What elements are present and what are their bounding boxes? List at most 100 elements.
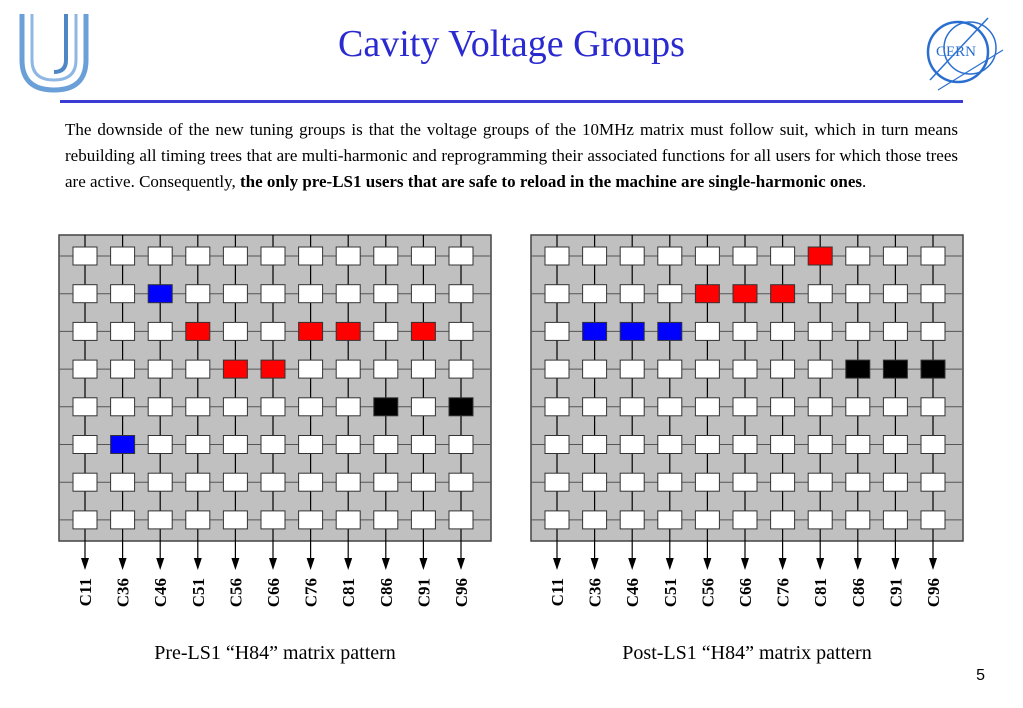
post-ls1-cell-white [544,472,570,492]
pre-ls1-cell-white [373,284,399,304]
post-ls1-cell-white [807,472,833,492]
pre-ls1-cell-white [410,397,436,417]
post-ls1-cell-white [619,435,645,454]
post-ls1-cell-black [845,359,871,379]
post-ls1-cell-white [657,246,683,266]
pre-ls1-cell-white [448,284,474,304]
post-ls1-column-arrow [741,558,749,570]
pre-ls1-cell-white [373,246,399,266]
pre-ls1-cell-white [72,321,98,341]
pre-ls1-cell-white [222,510,248,530]
pre-ls1-cell-white [335,435,361,454]
pre-ls1-cell-white [448,510,474,530]
post-ls1-cell-white [732,397,758,417]
pre-ls1-column-label: C86 [377,578,396,607]
post-ls1-cell-white [807,321,833,341]
pre-ls1-cell-red [410,321,436,341]
post-ls1-cell-white [770,246,796,266]
pre-ls1-cell-white [147,435,173,454]
pre-ls1-column-label: C91 [414,578,433,607]
pre-ls1-cell-white [147,321,173,341]
post-ls1-cell-white [882,435,908,454]
pre-ls1-cell-white [298,397,324,417]
post-ls1-cell-white [694,397,720,417]
pre-ls1-cell-white [335,246,361,266]
post-ls1-cell-white [619,359,645,379]
post-ls1-cell-white [732,510,758,530]
post-ls1-cell-white [619,246,645,266]
post-ls1-cell-white [920,397,946,417]
pre-ls1-cell-white [373,321,399,341]
post-ls1-cell-white [544,246,570,266]
post-ls1-cell-white [770,510,796,530]
post-ls1-cell-red [732,284,758,304]
post-ls1-cell-white [619,472,645,492]
pre-ls1-cell-white [185,246,211,266]
post-ls1-cell-white [657,510,683,530]
post-ls1-cell-white [807,284,833,304]
pre-ls1-column-label: C46 [151,578,170,607]
post-ls1-cell-white [920,510,946,530]
pre-ls1-column-label: C56 [226,578,245,607]
pre-ls1-cell-white [147,472,173,492]
pre-ls1-cell-white [260,510,286,530]
post-ls1-cell-white [582,284,608,304]
post-ls1-cell-white [544,397,570,417]
pre-ls1-cell-blue [110,435,136,454]
pre-ls1-cell-white [373,435,399,454]
pre-ls1-cell-white [410,435,436,454]
post-ls1-column-arrow [665,558,674,570]
pre-ls1-cell-red [222,359,248,379]
pre-ls1-column-arrow [344,558,353,570]
post-ls1-panel [530,234,964,542]
post-ls1-column-label: C56 [698,578,717,607]
post-ls1-cell-white [920,472,946,492]
post-ls1-column-arrow [816,558,825,570]
post-ls1-cell-white [657,284,683,304]
pre-ls1-cell-white [260,284,286,304]
pre-ls1-cell-white [410,246,436,266]
post-ls1-matrix-diagram: C11 C36 C46 C51 C56 C66 C76 C81 C86 C91 C96 [530,234,964,607]
post-ls1-cell-white [657,435,683,454]
post-ls1-cell-white [807,435,833,454]
post-ls1-cell-white [544,321,570,341]
post-ls1-column-arrow [853,558,862,570]
post-ls1-cell-white [845,435,871,454]
pre-ls1-cell-white [298,472,324,492]
post-ls1-cell-white [582,397,608,417]
pre-ls1-cell-white [373,510,399,530]
post-ls1-cell-white [732,246,758,266]
pre-ls1-cell-blue [147,284,173,304]
pre-ls1-cell-white [448,321,474,341]
post-ls1-cell-white [582,435,608,454]
post-ls1-cell-red [694,284,720,304]
post-ls1-cell-white [770,397,796,417]
pre-ls1-cell-white [147,246,173,266]
pre-ls1-column-label: C66 [264,578,283,607]
pre-ls1-cell-white [110,359,136,379]
pre-ls1-cell-white [298,359,324,379]
pre-ls1-cell-red [298,321,324,341]
pre-ls1-panel [58,234,492,542]
pre-ls1-cell-white [448,359,474,379]
pre-ls1-cell-white [298,435,324,454]
pre-ls1-cell-white [335,397,361,417]
post-ls1-cell-white [920,435,946,454]
pre-ls1-cell-white [110,246,136,266]
pre-ls1-cell-white [410,510,436,530]
pre-ls1-cell-white [185,510,211,530]
post-ls1-column-label: C46 [623,578,642,607]
post-ls1-cell-white [732,472,758,492]
pre-ls1-cell-white [298,246,324,266]
pre-ls1-cell-red [185,321,211,341]
post-ls1-column-arrow [553,558,561,570]
post-ls1-column-arrow [628,558,637,570]
pre-ls1-cell-white [222,435,248,454]
pre-ls1-cell-white [72,284,98,304]
pre-ls1-column-arrow [381,558,390,570]
pre-ls1-column-label: C36 [114,578,133,607]
post-ls1-cell-white [544,435,570,454]
post-ls1-cell-white [732,321,758,341]
pre-ls1-cell-white [222,284,248,304]
pre-ls1-cell-red [335,321,361,341]
